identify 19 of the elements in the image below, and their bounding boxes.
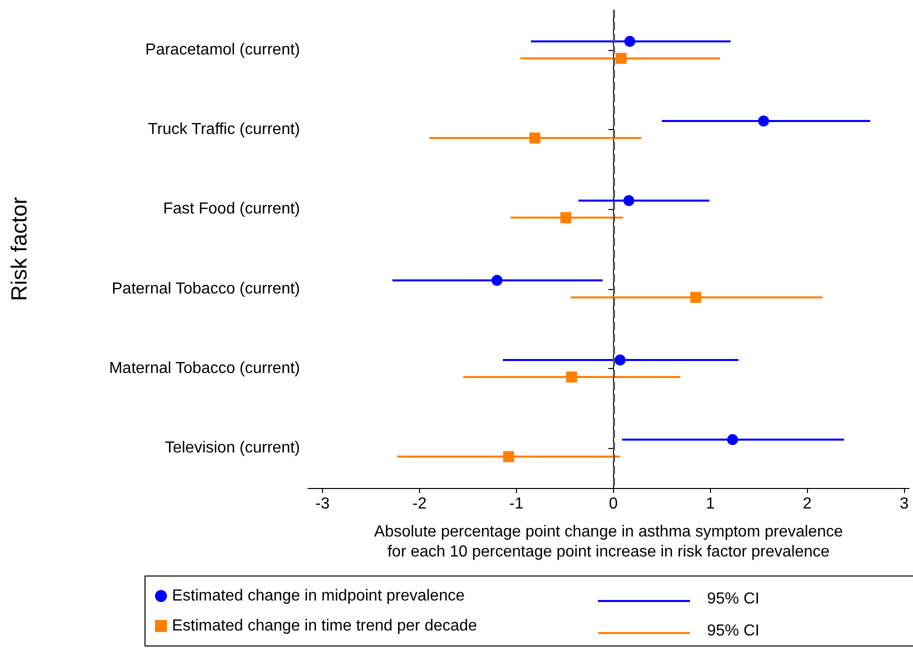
y-axis-title: Risk factor: [6, 197, 32, 301]
y-tick-label: Paracetamol (current): [145, 41, 300, 58]
text: 95% CI: [707, 622, 760, 640]
x-tick-label: 0: [608, 496, 618, 512]
legend-label: Estimated change in time trend per decade: [172, 618, 478, 634]
x-tick-label: -1: [509, 496, 524, 512]
legend-label: Estimated change in midpoint prevalence: [172, 588, 465, 604]
y-tick-label: Truck Traffic (current): [148, 121, 300, 138]
text: 95% CI: [707, 590, 760, 608]
y-tick-label: Television (current): [164, 440, 300, 457]
x-tick-label: -2: [412, 496, 427, 512]
x-tick-label: 2: [802, 496, 812, 512]
y-tick-label: Paternal Tobacco (current): [112, 280, 300, 298]
x-tick-label: 1: [706, 496, 715, 512]
y-tick-label: Maternal Tobacco (current): [109, 360, 300, 377]
x-axis-title: Absolute percentage point change in asthma symptom prevalence for each 10 percentage point increase in risk factor prevalence: [374, 524, 843, 560]
y-tick-label: Fast Food (current): [163, 200, 300, 218]
x-tick-label: 3: [900, 496, 909, 512]
x-tick-label: -3: [315, 496, 330, 512]
